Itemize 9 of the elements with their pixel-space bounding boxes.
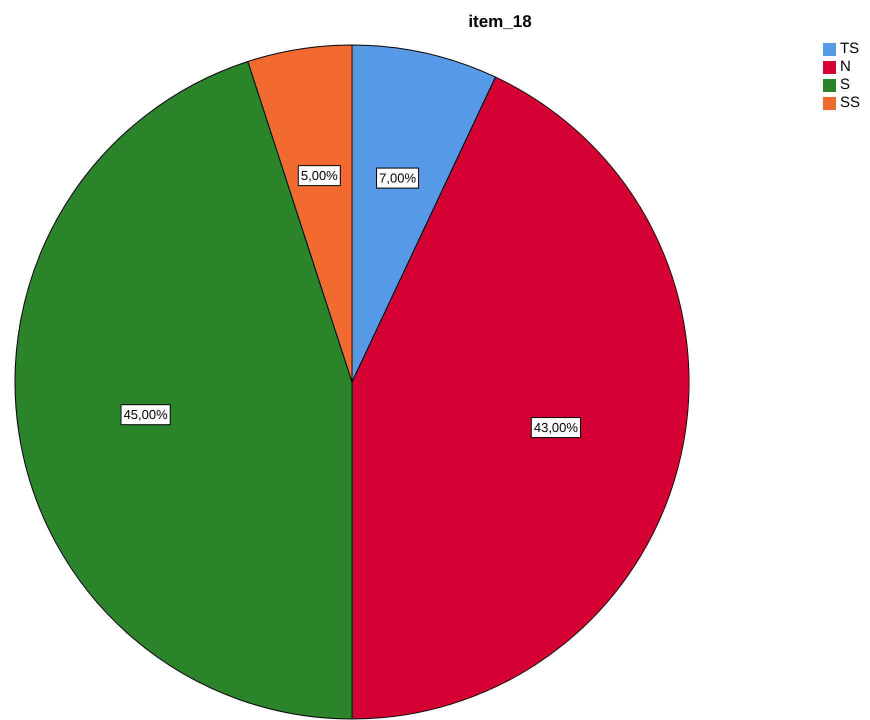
data-label: 7,00% (379, 170, 416, 186)
legend-label: TS (840, 40, 860, 57)
legend-label: N (840, 58, 851, 75)
chart-title: item_18 (468, 12, 532, 31)
legend-label: S (840, 76, 850, 93)
legend-label: SS (840, 94, 860, 111)
data-label: 5,00% (300, 168, 338, 184)
data-label: 43,00% (534, 420, 578, 436)
data-label: 45,00% (124, 407, 168, 422)
